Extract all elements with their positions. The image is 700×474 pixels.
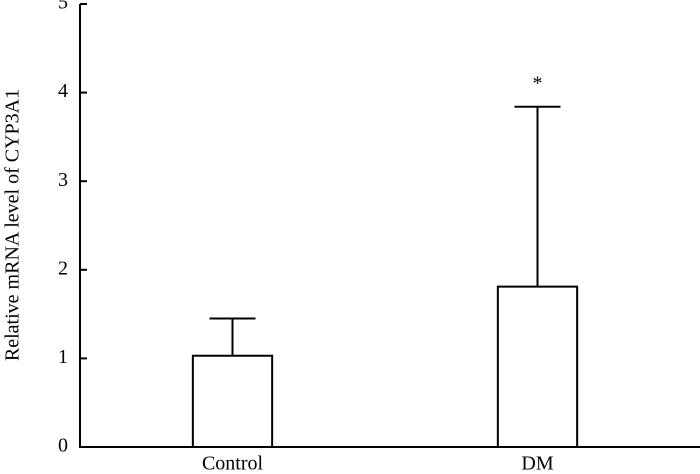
y-tick-label: 2 (58, 257, 68, 279)
x-tick-label: Control (202, 453, 264, 474)
bar (191, 354, 274, 449)
annotation: * (533, 72, 543, 94)
x-tick-label: DM (521, 453, 553, 474)
y-tick-label: 1 (58, 346, 68, 368)
y-tick-label: 5 (58, 0, 68, 14)
y-tick-label: 3 (58, 169, 68, 191)
y-tick-label: 0 (58, 435, 68, 457)
bar (496, 285, 579, 448)
y-tick-label: 4 (58, 80, 68, 102)
y-axis-label: Relative mRNA level of CYP3A1 (2, 89, 24, 361)
